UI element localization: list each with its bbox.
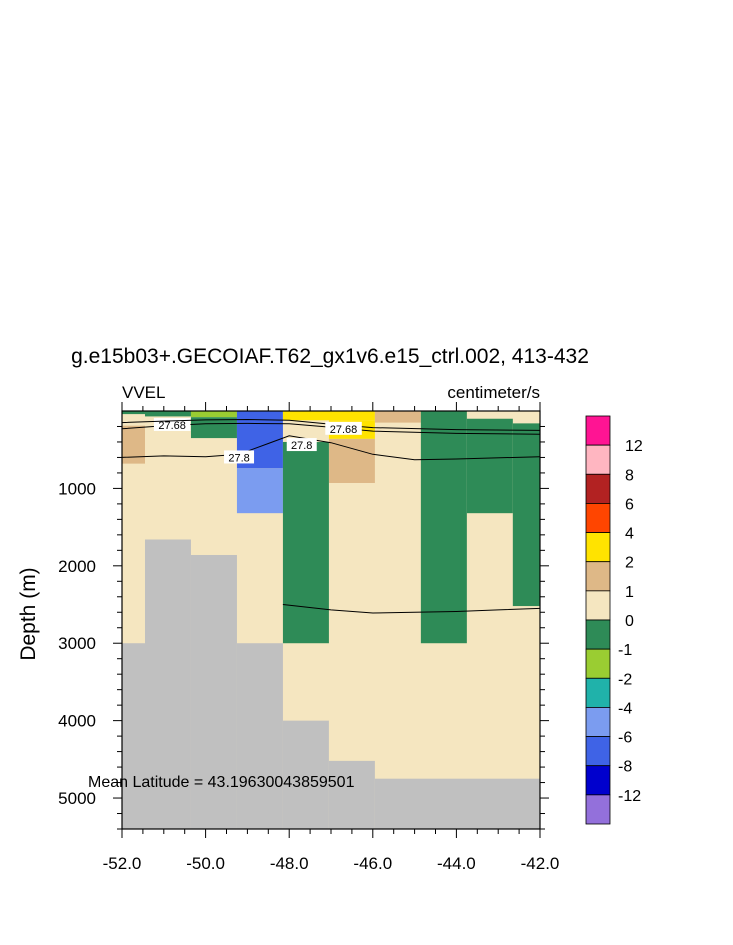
colorbar-legend: 12 8 6 4 2 1 0 -1 -2 -4 -6 -8 -12	[585, 415, 643, 825]
contour-label-bg	[286, 438, 317, 452]
y-axis-label: Depth (m)	[17, 567, 40, 660]
legend-label: 12	[625, 438, 643, 455]
data-cell	[190, 411, 237, 418]
data-cell	[328, 760, 375, 829]
y-tick-label: 1000	[58, 479, 96, 498]
data-cell	[236, 468, 283, 514]
x-tick-label: -44.0	[437, 854, 476, 873]
x-tick-label: -50.0	[186, 854, 225, 873]
data-cell	[144, 539, 191, 829]
contour-label-bg	[224, 450, 255, 464]
data-cell	[512, 423, 540, 607]
x-tick-label: -52.0	[103, 854, 142, 873]
legend-swatch	[585, 503, 611, 533]
legend-swatch	[585, 473, 611, 504]
contour-line	[121, 418, 541, 431]
x-tick-labels: -52.0 -50.0 -48.0 -46.0 -44.0 -42.0	[103, 854, 560, 873]
x-tick-label: -48.0	[270, 854, 309, 873]
contour-line	[282, 604, 541, 614]
data-cell	[466, 418, 513, 514]
legend-label: 4	[625, 526, 634, 543]
variable-label: VVEL	[122, 383, 165, 402]
legend-swatch	[585, 415, 611, 446]
legend-label: -6	[618, 730, 632, 747]
legend-label: 8	[625, 467, 634, 484]
axis-ticks	[113, 402, 549, 838]
data-cell	[282, 720, 329, 829]
data-cell	[420, 411, 467, 644]
data-cell	[282, 411, 375, 421]
data-cell	[122, 643, 145, 829]
y-tick-label: 4000	[58, 712, 96, 731]
legend-swatch	[585, 619, 611, 650]
legend-swatch	[585, 444, 611, 475]
data-cell	[144, 411, 191, 417]
contour-line	[121, 435, 541, 461]
contour-label: 27.68	[158, 420, 186, 432]
data-cell	[374, 411, 421, 423]
legend-swatch	[585, 532, 611, 563]
data-cell	[374, 778, 540, 829]
data-cell	[236, 643, 283, 829]
legend-label: 1	[625, 584, 634, 601]
legend-label: -4	[618, 700, 632, 717]
legend-label: -1	[618, 642, 632, 659]
legend-swatch	[585, 648, 611, 679]
data-cell	[328, 438, 375, 483]
legend-label: 0	[625, 613, 634, 630]
chart-title: g.e15b03+.GECOIAF.T62_gx1v6.e15_ctrl.002…	[71, 345, 589, 368]
legend-swatch	[585, 590, 611, 621]
legend-swatch	[585, 707, 611, 737]
contour-lines: 27.68 27.68 27.8 27.8	[121, 417, 541, 614]
y-tick-label: 2000	[58, 557, 96, 576]
y-tick-label: 5000	[58, 789, 96, 808]
legend-label: -12	[618, 788, 641, 805]
x-tick-label: -46.0	[353, 854, 392, 873]
legend-label: -2	[618, 671, 632, 688]
data-cell	[190, 554, 237, 829]
legend-label: -8	[618, 759, 632, 776]
y-tick-labels: 1000 2000 3000 4000 5000	[58, 479, 96, 808]
legend-swatch	[585, 794, 611, 825]
mean-latitude-annotation: Mean Latitude = 43.19630043859501	[88, 774, 355, 791]
data-cell	[282, 441, 329, 644]
x-tick-label: -42.0	[521, 854, 560, 873]
units-label: centimeter/s	[447, 383, 540, 402]
data-cell	[122, 411, 145, 415]
contour-label: 27.68	[330, 424, 358, 436]
y-tick-label: 3000	[58, 634, 96, 653]
legend-swatch	[585, 765, 611, 796]
legend-label: 6	[625, 496, 634, 513]
contour-label-bg	[325, 421, 362, 435]
data-cell	[190, 417, 237, 439]
legend-swatch	[585, 561, 611, 592]
data-cell	[122, 425, 145, 464]
legend-swatch	[585, 736, 611, 767]
legend-swatch	[585, 677, 611, 708]
legend-label: 2	[625, 555, 634, 572]
contour-label: 27.8	[228, 452, 249, 464]
contour-label: 27.8	[291, 440, 312, 452]
plot-cells	[122, 411, 540, 829]
